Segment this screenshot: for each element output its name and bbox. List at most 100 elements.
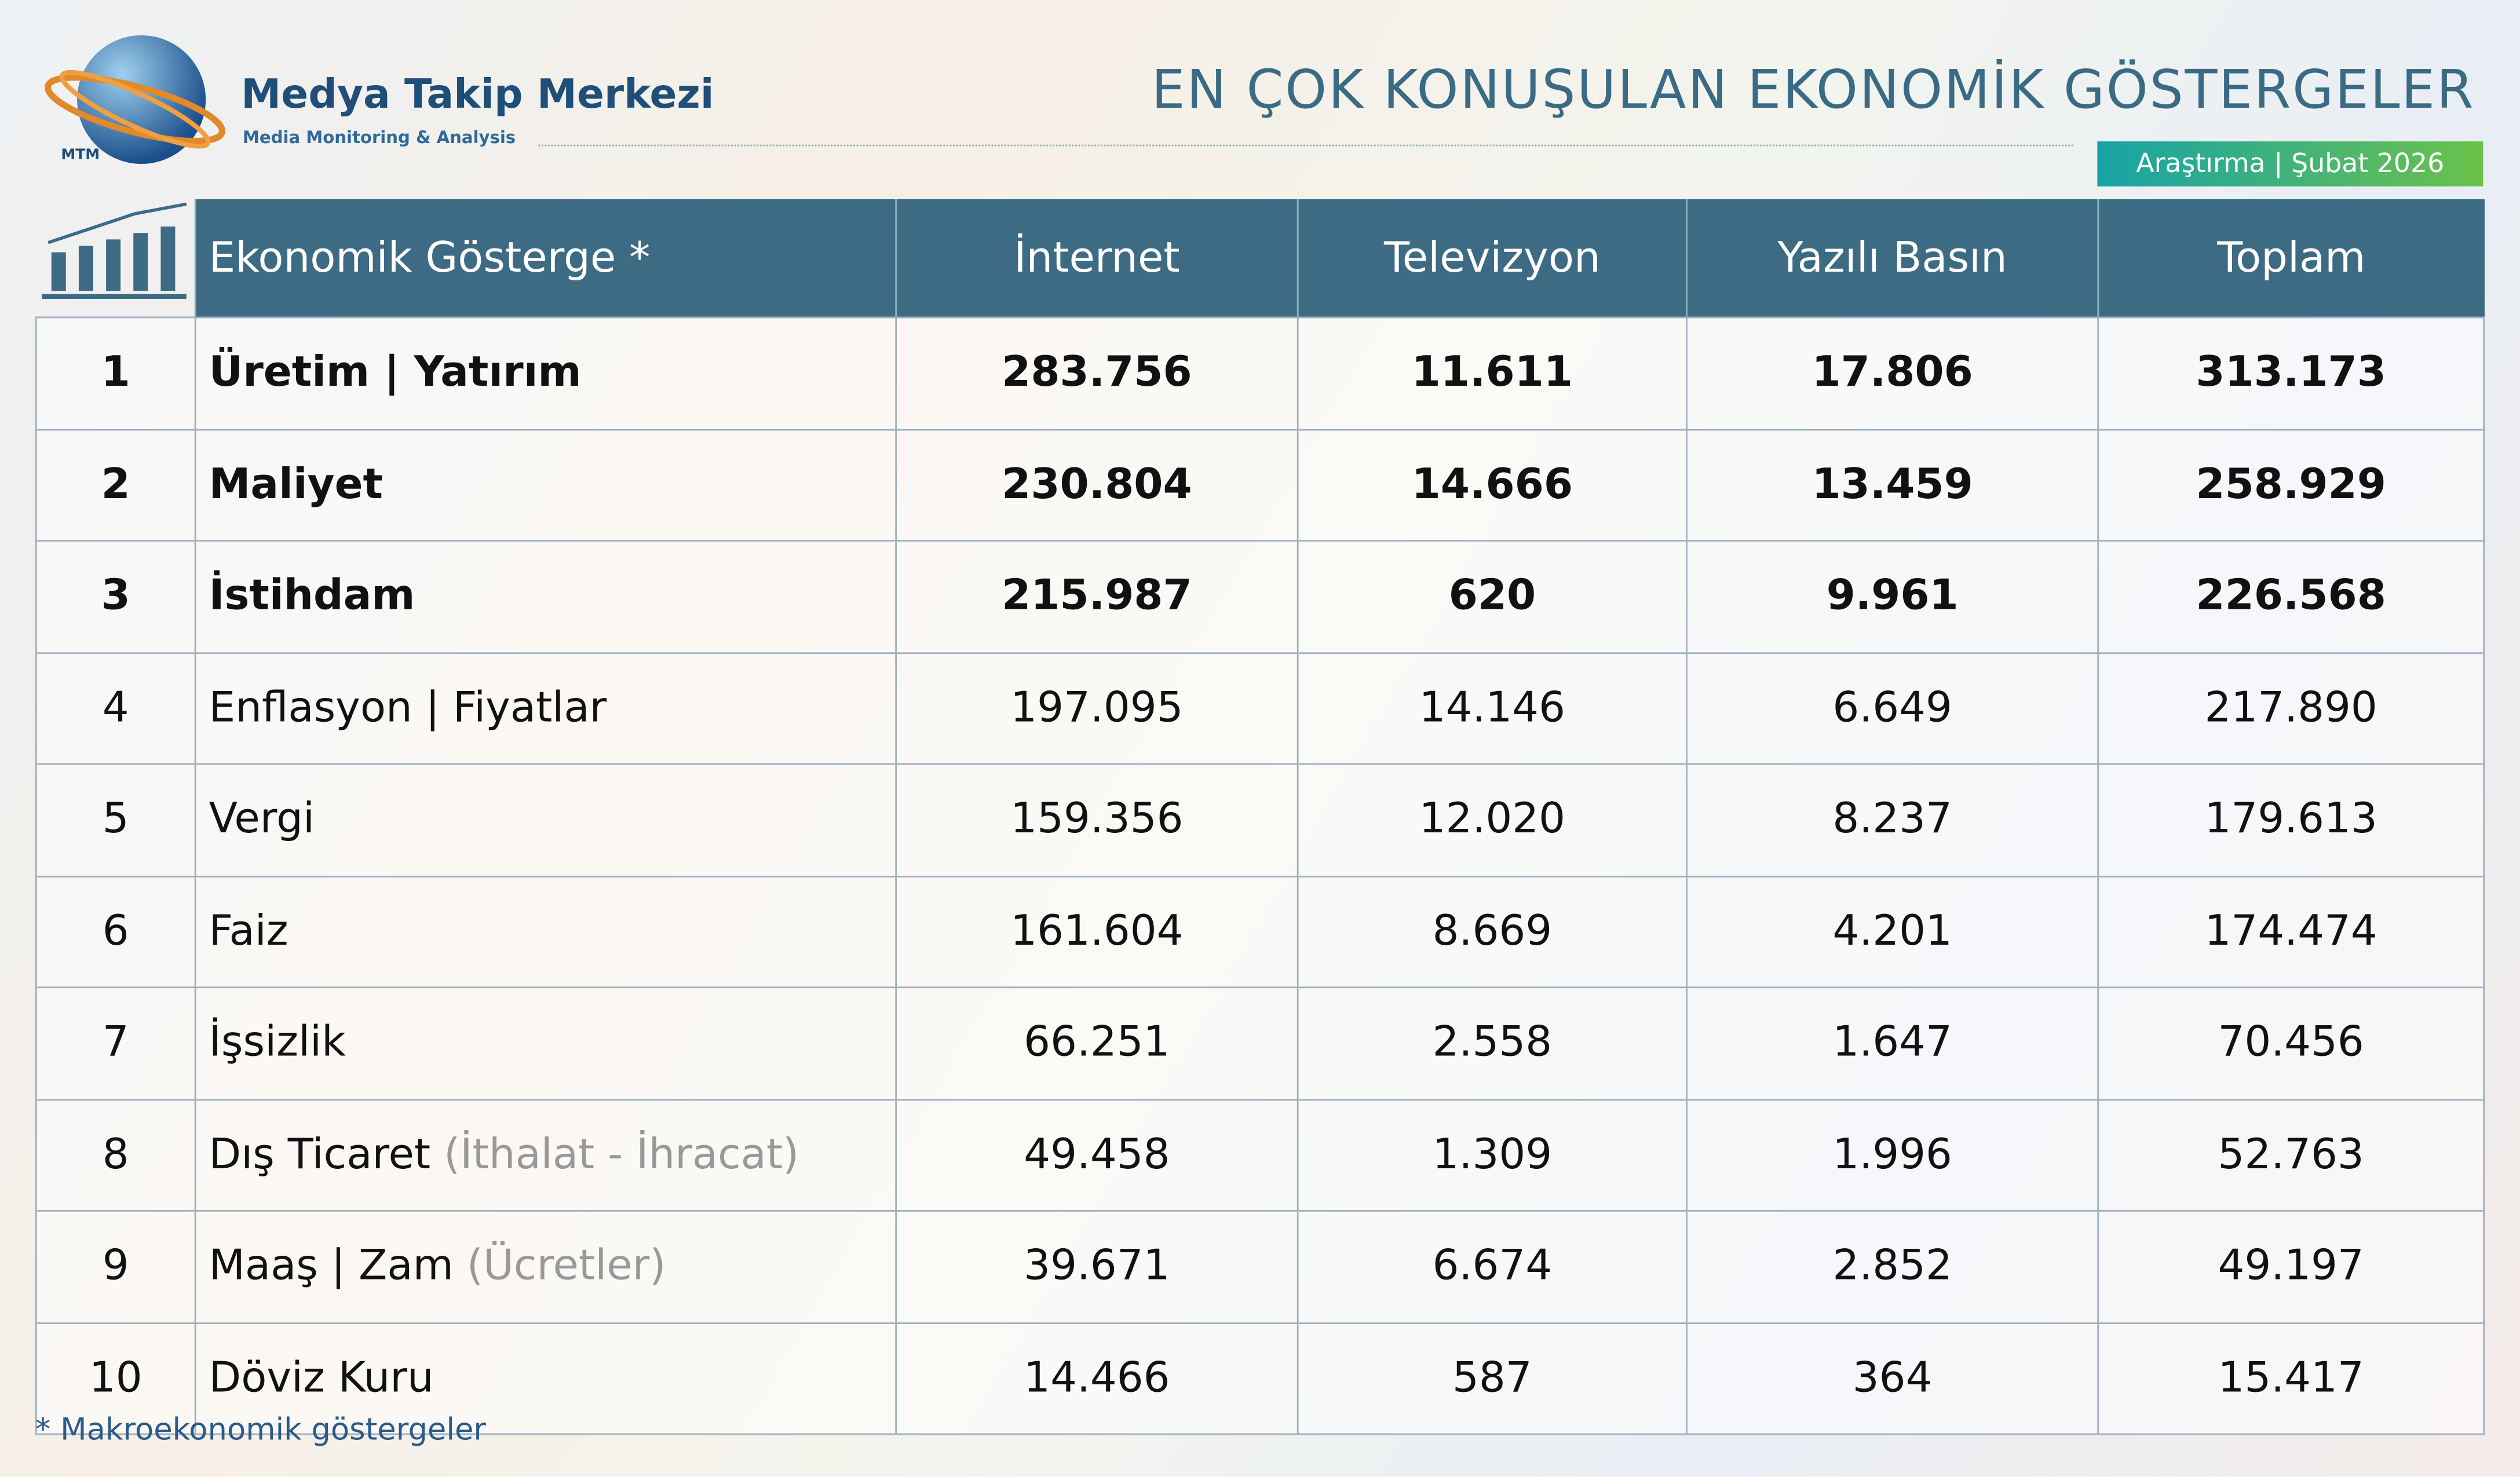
footnote: * Makroekonomik göstergeler [35, 1412, 487, 1448]
page-title: EN ÇOK KONUŞULAN EKONOMİK GÖSTERGELER [1151, 57, 2475, 121]
rank-cell: 1 [35, 316, 196, 430]
value-cell: 215.987 [895, 540, 1299, 653]
value-cell: 620 [1296, 540, 1688, 653]
header-icon-cell [36, 199, 195, 317]
value-cell: 2.852 [1686, 1210, 2099, 1324]
value-cell: 70.456 [2097, 986, 2485, 1100]
value-cell: 8.669 [1296, 875, 1688, 989]
value-cell: 161.604 [895, 875, 1299, 989]
value-cell: 66.251 [895, 986, 1299, 1100]
name-cell: Dış Ticaret (İthalat - İhracat) [194, 1098, 897, 1212]
rank-cell: 8 [35, 1098, 196, 1212]
value-cell: 217.890 [2097, 651, 2485, 765]
name-cell: Enflasyon | Fiyatlar [194, 651, 897, 765]
value-cell: 1.647 [1686, 986, 2099, 1100]
value-cell: 2.558 [1296, 986, 1688, 1100]
column-header: Yazılı Basın [1686, 199, 2098, 317]
indicator-name: Faiz [209, 907, 288, 956]
rank-cell: 4 [35, 651, 196, 765]
value-cell: 283.756 [895, 316, 1299, 430]
chart-icon [41, 202, 187, 299]
value-cell: 230.804 [895, 428, 1299, 542]
value-cell: 6.649 [1686, 651, 2099, 765]
data-table: Ekonomik Gösterge * İnternet Televizyon Yaz… [35, 199, 2485, 1435]
rank-cell: 9 [35, 1210, 196, 1324]
table-row: 4 Enflasyon | Fiyatlar 197.095 14.146 6.649 2… [35, 651, 2485, 765]
indicator-name: Maliyet [209, 460, 384, 509]
value-cell: 258.929 [2097, 428, 2485, 542]
rank-cell: 10 [35, 1321, 196, 1435]
value-cell: 39.671 [895, 1210, 1299, 1324]
value-cell: 197.095 [895, 651, 1299, 765]
value-cell: 587 [1296, 1321, 1688, 1435]
logo-globe [45, 35, 225, 164]
table-row: 8 Dış Ticaret (İthalat - İhracat) 49.458 1.… [35, 1098, 2485, 1212]
value-cell: 8.237 [1686, 763, 2099, 877]
indicator-name: Döviz Kuru [209, 1354, 434, 1403]
value-cell: 13.459 [1686, 428, 2099, 542]
badge: Araştırma | Şubat 2026 [2097, 141, 2484, 187]
value-cell: 6.674 [1296, 1210, 1688, 1324]
value-cell: 49.458 [895, 1098, 1299, 1212]
value-cell: 364 [1686, 1321, 2099, 1435]
value-cell: 179.613 [2097, 763, 2485, 877]
logo-subtitle: Media Monitoring & Analysis [242, 128, 516, 148]
value-cell: 9.961 [1686, 540, 2099, 653]
indicator-name: İşsizlik [209, 1019, 346, 1067]
value-cell: 17.806 [1686, 316, 2099, 430]
rank-cell: 7 [35, 986, 196, 1100]
value-cell: 1.309 [1296, 1098, 1688, 1212]
indicator-note: (İthalat - İhracat) [444, 1131, 799, 1179]
table-row: 10 Döviz Kuru 14.466 587 364 15.417 [35, 1321, 2485, 1435]
indicator-note: (Ücretler) [466, 1242, 666, 1291]
value-cell: 226.568 [2097, 540, 2485, 653]
header-row: Ekonomik Gösterge * İnternet Televizyon Yaz… [36, 199, 2484, 317]
name-cell: İşsizlik [194, 986, 897, 1100]
table-row: 5 Vergi 159.356 12.020 8.237 179.613 [35, 763, 2485, 877]
value-cell: 4.201 [1686, 875, 2099, 989]
rank-cell: 5 [35, 763, 196, 877]
value-cell: 49.197 [2097, 1210, 2485, 1324]
value-cell: 15.417 [2097, 1321, 2485, 1435]
value-cell: 174.474 [2097, 875, 2485, 989]
indicator-name: İstihdam [209, 572, 415, 621]
column-header: İnternet [895, 199, 1298, 317]
logo-title: Medya Takip Merkezi [241, 71, 714, 118]
value-cell: 14.666 [1296, 428, 1688, 542]
name-cell: İstihdam [194, 540, 897, 653]
indicator-name: Maaş | Zam [209, 1242, 454, 1291]
value-cell: 14.146 [1296, 651, 1688, 765]
indicator-name: Enflasyon | Fiyatlar [209, 684, 607, 733]
name-cell: Vergi [194, 763, 897, 877]
table-row: 9 Maaş | Zam (Ücretler) 39.671 6.674 2.852 49… [35, 1210, 2485, 1324]
value-cell: 12.020 [1296, 763, 1688, 877]
table-row: 2 Maliyet 230.804 14.666 13.459 258.929 [35, 428, 2485, 542]
name-cell: Maliyet [194, 428, 897, 542]
column-header: Toplam [2097, 199, 2484, 317]
rank-cell: 6 [35, 875, 196, 989]
value-cell: 14.466 [895, 1321, 1299, 1435]
name-cell: Maaş | Zam (Ücretler) [194, 1210, 897, 1324]
indicator-name: Üretim | Yatırım [209, 349, 582, 397]
name-cell: Üretim | Yatırım [194, 316, 897, 430]
value-cell: 52.763 [2097, 1098, 2485, 1212]
indicator-name: Vergi [209, 795, 315, 844]
name-cell: Faiz [194, 875, 897, 989]
rank-cell: 2 [35, 428, 196, 542]
value-cell: 1.996 [1686, 1098, 2099, 1212]
logo-mark: MTM [61, 148, 100, 164]
divider [538, 144, 2073, 147]
column-header: Televizyon [1296, 199, 1687, 317]
table-row: 7 İşsizlik 66.251 2.558 1.647 70.456 [35, 986, 2485, 1100]
table-row: 1 Üretim | Yatırım 283.756 11.611 17.806 313.… [35, 316, 2485, 430]
table-row: 3 İstihdam 215.987 620 9.961 226.568 [35, 540, 2485, 653]
value-cell: 313.173 [2097, 316, 2485, 430]
rank-cell: 3 [35, 540, 196, 653]
column-header: Ekonomik Gösterge * [194, 199, 896, 317]
value-cell: 11.611 [1296, 316, 1688, 430]
table-row: 6 Faiz 161.604 8.669 4.201 174.474 [35, 875, 2485, 989]
value-cell: 159.356 [895, 763, 1299, 877]
name-cell: Döviz Kuru [194, 1321, 897, 1435]
